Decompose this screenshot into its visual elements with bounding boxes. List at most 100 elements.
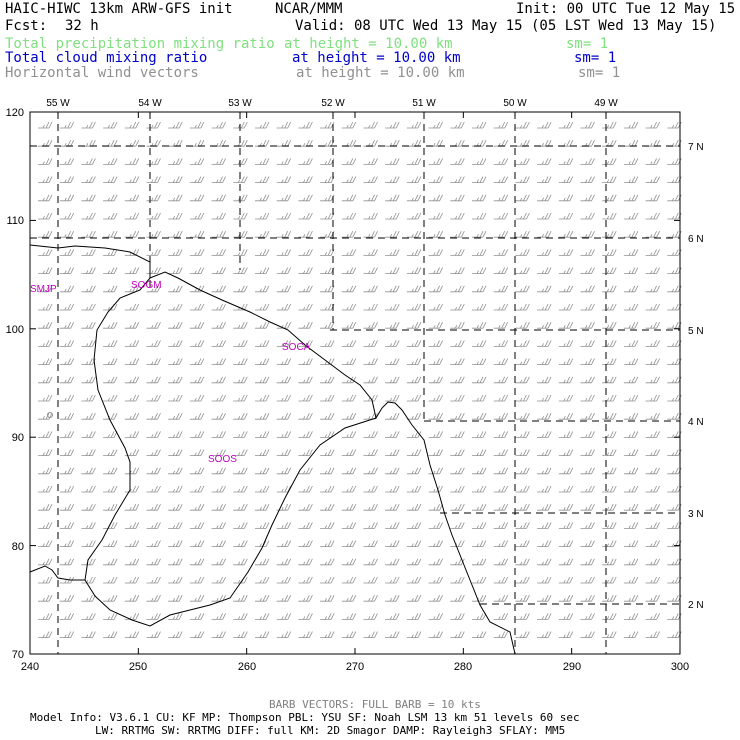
wind-barb bbox=[255, 431, 270, 438]
wind-barb bbox=[515, 158, 530, 165]
wind-barb bbox=[276, 121, 292, 129]
left-tick-label: 110 bbox=[6, 215, 24, 227]
wind-barb bbox=[189, 285, 205, 293]
wind-barb bbox=[103, 522, 118, 529]
wind-barb bbox=[233, 504, 248, 511]
wind-barb bbox=[320, 595, 335, 602]
wind-barb bbox=[81, 340, 96, 347]
wind-barb bbox=[493, 485, 509, 493]
wind-barb bbox=[320, 522, 335, 529]
wind-barb bbox=[146, 485, 161, 493]
wind-barb bbox=[450, 322, 465, 329]
wind-barb bbox=[276, 522, 292, 529]
wind-barb bbox=[298, 394, 313, 402]
wind-barb bbox=[103, 558, 118, 566]
wind-barb bbox=[428, 140, 443, 147]
wind-barb bbox=[59, 340, 75, 347]
wind-barb bbox=[81, 121, 96, 129]
wind-barb bbox=[146, 376, 161, 384]
wind-barb bbox=[189, 613, 205, 620]
wind-barb bbox=[558, 176, 574, 183]
wind-barb bbox=[124, 522, 140, 529]
wind-barb bbox=[211, 467, 226, 475]
wind-barb bbox=[320, 613, 335, 620]
wind-barb bbox=[645, 285, 660, 293]
right-tick-label: 2 N bbox=[688, 600, 704, 611]
wind-barb bbox=[493, 212, 509, 220]
bottom-tick-label: 240 bbox=[21, 661, 39, 673]
wind-barb bbox=[320, 504, 335, 511]
right-tick-label: 7 N bbox=[688, 142, 704, 153]
bottom-tick-label: 260 bbox=[238, 661, 256, 673]
wind-barb bbox=[168, 504, 183, 511]
wind-barb bbox=[667, 231, 682, 238]
wind-barb bbox=[189, 413, 205, 420]
wind-barb bbox=[515, 303, 530, 311]
wind-barb bbox=[168, 485, 183, 493]
wind-barb bbox=[623, 121, 639, 129]
wind-barb bbox=[558, 631, 574, 638]
wind-barb bbox=[320, 212, 335, 220]
wind-barb bbox=[602, 613, 617, 620]
wind-barb bbox=[276, 631, 292, 638]
wind-barb bbox=[168, 540, 183, 547]
wind-barb bbox=[645, 158, 660, 165]
wind-barb bbox=[537, 394, 552, 402]
wind-barb bbox=[645, 558, 660, 566]
wind-barb bbox=[515, 631, 530, 638]
wind-barb bbox=[146, 576, 161, 584]
top-tick-label: 49 W bbox=[594, 98, 618, 109]
wind-barb bbox=[59, 140, 75, 147]
wind-barb bbox=[38, 431, 53, 438]
wind-barb bbox=[602, 394, 617, 402]
wind-barb bbox=[472, 613, 487, 620]
wind-barb bbox=[276, 340, 292, 347]
wind-barb bbox=[103, 340, 118, 347]
wind-barb bbox=[233, 595, 248, 602]
wind-barb bbox=[255, 322, 270, 329]
wind-barb bbox=[233, 413, 248, 420]
wind-barb bbox=[59, 376, 75, 384]
wind-barb bbox=[124, 504, 140, 511]
right-tick-label: 4 N bbox=[688, 417, 704, 428]
wind-barb bbox=[406, 376, 422, 384]
wind-barb bbox=[168, 613, 183, 620]
wind-barb bbox=[233, 194, 248, 202]
wind-barb bbox=[406, 212, 422, 220]
wind-barb bbox=[320, 449, 335, 456]
wind-barb bbox=[623, 504, 639, 511]
wind-barb bbox=[558, 231, 574, 238]
wind-barb bbox=[385, 576, 400, 584]
wind-barb bbox=[406, 504, 422, 511]
wind-barb bbox=[146, 303, 161, 311]
wind-barb bbox=[450, 449, 465, 456]
wind-barb bbox=[537, 467, 552, 475]
wind-barb bbox=[602, 285, 617, 293]
wind-barb bbox=[645, 194, 660, 202]
wind-barb bbox=[320, 431, 335, 438]
wind-barb bbox=[255, 212, 270, 220]
wind-barb bbox=[493, 540, 509, 547]
field-precip-smooth: sm= 1 bbox=[566, 36, 609, 52]
wind-barb bbox=[385, 595, 400, 602]
wind-barb bbox=[472, 249, 487, 256]
left-tick-label: 70 bbox=[12, 649, 24, 661]
wind-barb bbox=[38, 595, 53, 602]
wind-barb bbox=[602, 431, 617, 438]
wind-barb bbox=[385, 504, 400, 511]
wind-barb bbox=[493, 158, 509, 165]
wind-barb bbox=[59, 303, 75, 311]
wind-barb bbox=[255, 613, 270, 620]
wind-barb bbox=[320, 140, 335, 147]
wind-barb bbox=[38, 322, 53, 329]
wind-barb bbox=[428, 340, 443, 347]
wind-barb bbox=[320, 376, 335, 384]
wind-barb bbox=[255, 249, 270, 256]
wind-barb bbox=[211, 212, 226, 220]
wind-barb bbox=[168, 140, 183, 147]
wind-barb bbox=[124, 449, 140, 456]
wind-barb bbox=[667, 413, 682, 420]
wind-barb bbox=[124, 249, 140, 256]
wind-barb bbox=[255, 449, 270, 456]
wind-barb bbox=[211, 140, 226, 147]
